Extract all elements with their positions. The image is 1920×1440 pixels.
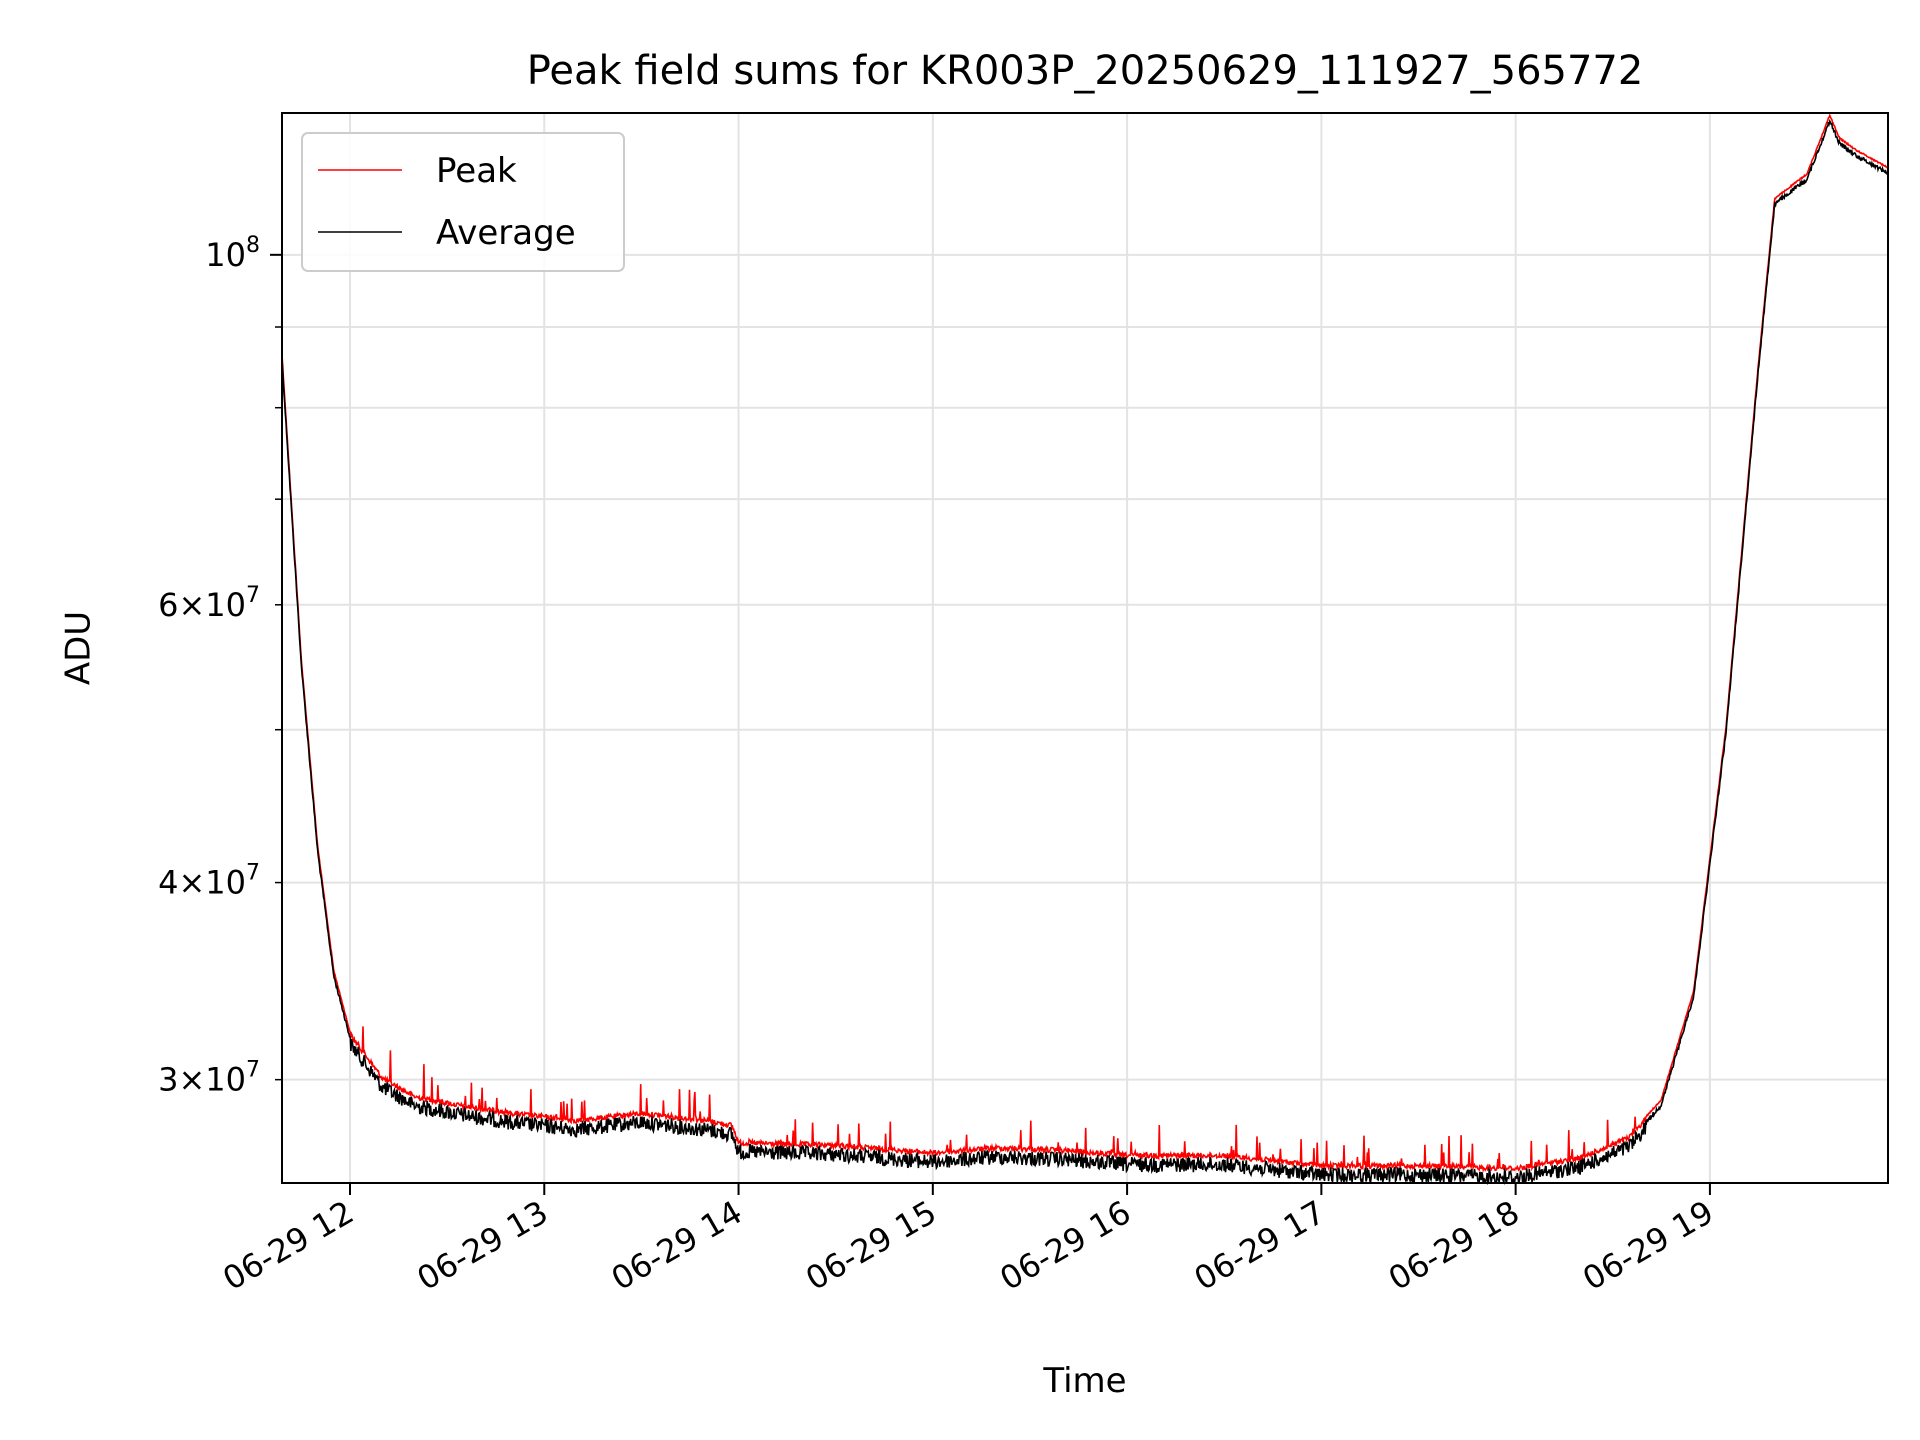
x-axis-label: Time [1042,1361,1126,1401]
y-tick-mantissa: 6 [158,586,178,624]
y-tick-label: 3×107 [158,1058,260,1099]
series-line-average [281,118,1889,1186]
y-tick-exponent: 7 [246,583,260,608]
legend-label-peak: Peak [436,151,517,191]
legend-box [301,132,625,272]
y-tick-base: 10 [205,236,246,274]
series-lines [281,113,1889,1186]
series-line-peak [281,113,1889,1173]
y-tick-mantissa: 3 [158,1061,178,1099]
y-tick-times: × [178,586,205,624]
y-tick-base: 10 [205,864,246,902]
y-tick-base: 10 [205,1061,246,1099]
y-tick-base: 10 [205,586,246,624]
y-tick-exponent: 8 [246,233,260,258]
y-tick-mantissa: 4 [158,864,178,902]
y-axis-label: ADU [59,611,99,685]
chart-title: Peak field sums for KR003P_20250629_1119… [527,48,1644,94]
plot-frame [281,112,1889,1184]
y-tick-exponent: 7 [246,861,260,886]
legend-label-average: Average [436,213,576,253]
y-tick-times: × [178,1061,205,1099]
legend: Peak Average [301,132,625,272]
y-tick-label: 108 [205,233,260,274]
y-tick-times: × [178,864,205,902]
y-tick-exponent: 7 [246,1058,260,1083]
y-tick-label: 4×107 [158,861,260,902]
y-tick-label: 6×107 [158,583,260,624]
